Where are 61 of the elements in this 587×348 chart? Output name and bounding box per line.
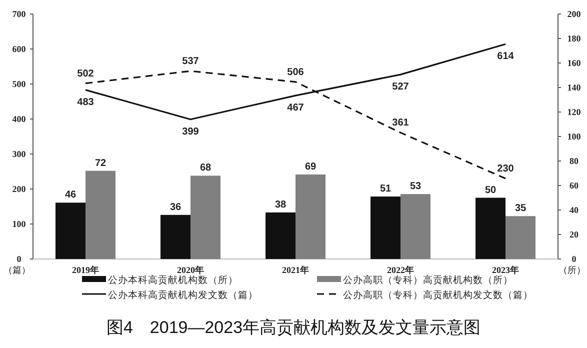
y-tick-label: 200 <box>12 184 26 194</box>
data-label: 72 <box>94 158 106 169</box>
data-label: 36 <box>170 202 182 213</box>
data-label: 53 <box>410 181 422 192</box>
legend-label: 公办高职（专科）高贡献机构数（所） <box>343 274 513 286</box>
data-label: 50 <box>484 184 496 196</box>
bar <box>296 174 326 259</box>
bar <box>56 202 86 259</box>
data-label: 68 <box>200 162 212 174</box>
bar <box>506 216 536 259</box>
bar <box>370 196 400 259</box>
y2-tick-label: 40 <box>570 205 579 215</box>
data-label: 35 <box>514 203 526 214</box>
y-axis-title: （篇） <box>4 265 30 275</box>
y-tick-label: 700 <box>12 9 26 19</box>
x-tick-label: 2020年 <box>177 265 204 275</box>
data-label: 502 <box>77 68 94 80</box>
y2-tick-label: 20 <box>570 230 579 240</box>
bar <box>476 198 506 259</box>
data-label: 399 <box>182 126 200 138</box>
data-label: 230 <box>497 164 514 174</box>
bar <box>86 170 116 259</box>
data-label: 467 <box>287 102 304 114</box>
y-tick-label: 300 <box>12 149 26 159</box>
bar <box>266 212 296 259</box>
y2-tick-label: 100 <box>567 132 582 142</box>
y2-tick-label: 140 <box>567 82 582 92</box>
data-label: 506 <box>287 66 304 78</box>
bar <box>190 176 220 259</box>
y2-tick-label: 60 <box>570 180 579 190</box>
legend-label: 公办本科高贡献机构发文数（篇） <box>108 289 258 301</box>
x-tick-label: 2021年 <box>282 265 309 275</box>
y2-tick-label: 120 <box>567 107 582 117</box>
data-label: 614 <box>497 51 514 62</box>
y-tick-label: 0 <box>16 254 22 264</box>
x-tick-label: 2022年 <box>387 265 414 275</box>
data-label: 483 <box>77 96 94 108</box>
legend-label: 公办高职（专科）高贡献机构发文数（篇） <box>343 289 533 301</box>
y2-tick-label: 160 <box>567 58 582 68</box>
bar <box>400 194 430 259</box>
x-tick-label: 2023年 <box>492 265 519 275</box>
y-tick-label: 600 <box>12 44 26 54</box>
y-tick-label: 500 <box>12 79 26 89</box>
data-label: 527 <box>392 82 410 93</box>
legend-label: 公办本科高贡献机构数（所） <box>108 274 238 286</box>
data-label: 537 <box>182 56 200 68</box>
y2-tick-label: 180 <box>567 34 582 44</box>
y-tick-label: 400 <box>12 114 26 124</box>
data-label: 51 <box>380 184 392 195</box>
text: 图4 2019—2023年高贡献机构数及发文量示意图 <box>106 318 481 337</box>
y-tick-label: 100 <box>12 219 26 229</box>
y2-tick-label: 80 <box>570 156 579 166</box>
y2-tick-label: 0 <box>572 254 577 264</box>
x-tick-label: 2019年 <box>72 265 99 275</box>
data-label: 69 <box>304 161 316 172</box>
data-label: 361 <box>392 118 410 129</box>
data-label: 38 <box>274 199 286 210</box>
y2-axis-title: （所） <box>558 265 586 275</box>
data-label: 46 <box>64 190 76 201</box>
y2-tick-label: 200 <box>567 9 582 19</box>
bar <box>160 214 190 259</box>
